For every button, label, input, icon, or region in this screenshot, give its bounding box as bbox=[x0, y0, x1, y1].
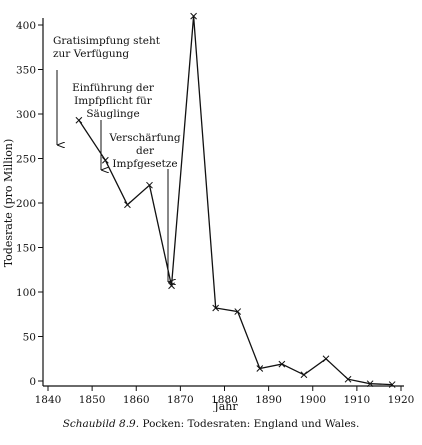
y-tick-label: 300 bbox=[16, 109, 36, 121]
annotation-text: Impfpflicht für bbox=[74, 95, 153, 107]
x-tick-label: 1890 bbox=[255, 394, 282, 406]
caption-text: Pocken: Todesraten: England und Wales. bbox=[142, 418, 360, 430]
x-tick-label: 1850 bbox=[79, 394, 106, 406]
data-point bbox=[278, 360, 286, 368]
x-tick-label: 1870 bbox=[167, 394, 194, 406]
x-axis-title: Jahr bbox=[213, 400, 238, 412]
x-tick-label: 1900 bbox=[299, 394, 326, 406]
annotation-text: Verschärfung bbox=[108, 132, 181, 144]
caption-label: Schaubild 8.9. bbox=[62, 418, 140, 430]
data-point bbox=[366, 380, 374, 388]
series-line bbox=[78, 16, 393, 386]
line-chart: 0 50 100 150 200 250 300 350 400 1840 1850 1860 187… bbox=[2, 12, 415, 412]
x-tick-label: 1860 bbox=[123, 394, 150, 406]
y-tick-label: 200 bbox=[16, 198, 36, 210]
y-axis-ticks: 0 50 100 150 200 250 300 350 400 bbox=[16, 20, 43, 388]
y-tick-label: 0 bbox=[29, 376, 36, 388]
annotation-text: Säuglinge bbox=[86, 108, 139, 120]
y-tick-label: 150 bbox=[16, 243, 36, 255]
data-point bbox=[102, 156, 109, 164]
x-tick-label: 1910 bbox=[344, 394, 371, 406]
data-point bbox=[146, 181, 153, 189]
y-tick-label: 50 bbox=[23, 332, 36, 344]
y-tick-label: 400 bbox=[16, 20, 36, 32]
y-tick-label: 350 bbox=[16, 65, 36, 77]
y-tick-label: 250 bbox=[16, 154, 36, 166]
data-point bbox=[212, 304, 220, 312]
x-axis-ticks: 1840 1850 1860 1870 1880 1890 1900 1910 1920 bbox=[35, 386, 415, 406]
data-point bbox=[300, 371, 308, 379]
x-tick-label: 1880 bbox=[211, 394, 238, 406]
annotation-text: der bbox=[136, 145, 155, 157]
data-point bbox=[124, 201, 131, 209]
data-point bbox=[75, 116, 83, 124]
plot-area bbox=[75, 12, 396, 388]
data-point bbox=[322, 355, 330, 363]
data-point bbox=[256, 365, 264, 372]
data-point bbox=[344, 375, 352, 383]
x-tick-label: 1840 bbox=[35, 394, 62, 406]
y-tick-label: 100 bbox=[16, 287, 36, 299]
annotation-text: Gratisimpfung steht bbox=[53, 35, 161, 47]
data-point bbox=[190, 12, 197, 20]
y-axis-title: Todesrate (pro Million) bbox=[2, 139, 15, 268]
x-tick-label: 1920 bbox=[388, 394, 415, 406]
annotation-text: Einführung der bbox=[72, 82, 155, 94]
data-point bbox=[234, 308, 242, 315]
figure-caption: Schaubild 8.9. Pocken: Todesraten: Engla… bbox=[0, 418, 422, 430]
annotation-text: zur Verfügung bbox=[53, 48, 129, 60]
annotation-text: Impfgesetze bbox=[112, 158, 177, 170]
data-point bbox=[388, 381, 396, 388]
